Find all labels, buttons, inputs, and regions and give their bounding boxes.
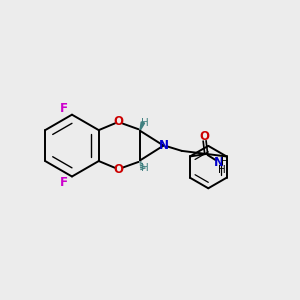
Text: H: H xyxy=(218,165,225,175)
Text: O: O xyxy=(200,130,210,143)
Text: O: O xyxy=(114,163,124,176)
Text: H: H xyxy=(141,118,149,128)
Text: H: H xyxy=(141,164,149,173)
Text: H: H xyxy=(221,158,229,167)
Text: O: O xyxy=(114,116,124,128)
Polygon shape xyxy=(140,122,145,131)
Text: N: N xyxy=(214,157,224,169)
Text: F: F xyxy=(60,102,68,115)
Text: F: F xyxy=(60,176,68,190)
Text: N: N xyxy=(158,139,169,152)
